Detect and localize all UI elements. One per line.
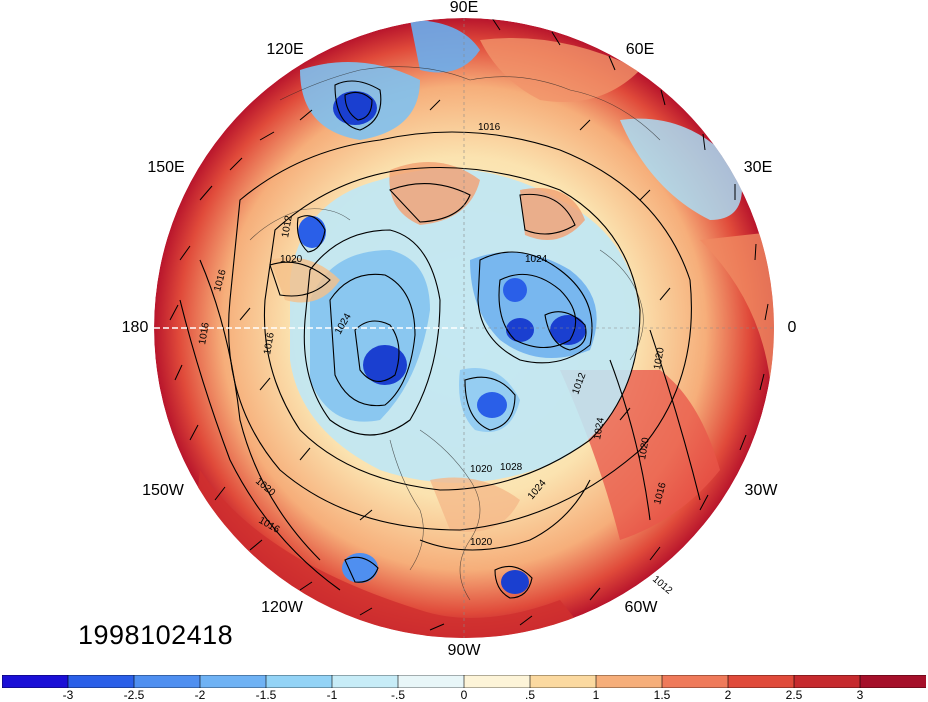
colorbar-swatch [331,675,399,688]
timestamp-label: 1998102418 [78,620,234,650]
colorbar-swatch [265,675,333,688]
isobar-label: 1020 [280,254,303,265]
lon-label-90w: 90W [447,642,481,659]
lon-label-90e: 90E [449,0,479,16]
isobar-contours [179,80,701,599]
colorbar-swatch [397,675,465,688]
colorbar-tick-label: -.5 [390,688,406,702]
isobar-label: 1020 [470,537,493,548]
colorbar-swatch [727,675,795,688]
lon-label-150e: 150E [147,159,185,176]
isobar-label: 1028 [500,462,523,473]
lon-label-60e: 60E [625,41,655,58]
colorbar-swatch [661,675,729,688]
colorbar-tick-label: -2.5 [123,688,145,702]
colorbar-swatch [67,675,135,688]
colorbar-tick-label: -1.5 [255,688,277,702]
isobar-label: 1020 [470,464,493,475]
colorbar-tick-label: -2 [194,688,206,702]
colorbar-tick-label: 2.5 [785,688,803,702]
isobar-label: 1024 [592,416,607,440]
isobar-label: 1016 [197,321,212,345]
lon-label-180: 180 [121,319,149,336]
isobar-label: 1012 [650,574,674,597]
colorbar-swatch [463,675,531,688]
isobar-label: 1012 [280,214,295,238]
isobar-label: 1020 [652,346,667,370]
colorbar-tick-label: 2 [724,688,732,702]
lon-label-60w: 60W [624,599,658,616]
isobar-label: 1024 [525,254,548,265]
polar-map: 1016 1012 1020 1016 1024 1016 1016 1024 … [154,18,774,638]
wind-barbs [169,18,769,631]
colorbar-tick-label: 1.5 [653,688,671,702]
colorbar-swatch [595,675,663,688]
colorbar-swatch [859,675,926,688]
temperature-field [154,18,774,638]
lon-label-0: 0 [787,319,797,336]
colorbar-tick-label: 0 [460,688,468,702]
isobar-label: 1020 [637,436,652,460]
coastlines [249,66,661,601]
colorbar-swatch [2,675,69,688]
colorbar-tick-label: 3 [856,688,864,702]
colorbar-swatch [793,675,861,688]
isobar-label: 1016 [478,122,501,133]
colorbar-swatch [199,675,267,688]
lon-label-150w: 150W [142,482,184,499]
isobar-label: 1016 [262,331,277,355]
colorbar-tick-label: -3 [62,688,74,702]
colorbar-swatch [529,675,597,688]
lon-label-30w: 30W [744,482,778,499]
colorbar-tick-label: .5 [524,688,536,702]
lon-label-30e: 30E [743,159,773,176]
colorbar-tick-label: 1 [592,688,600,702]
colorbar [2,675,926,688]
lon-label-120e: 120E [266,41,304,58]
colorbar-swatch [133,675,201,688]
colorbar-tick-label: -1 [326,688,338,702]
lon-label-120w: 120W [261,599,303,616]
